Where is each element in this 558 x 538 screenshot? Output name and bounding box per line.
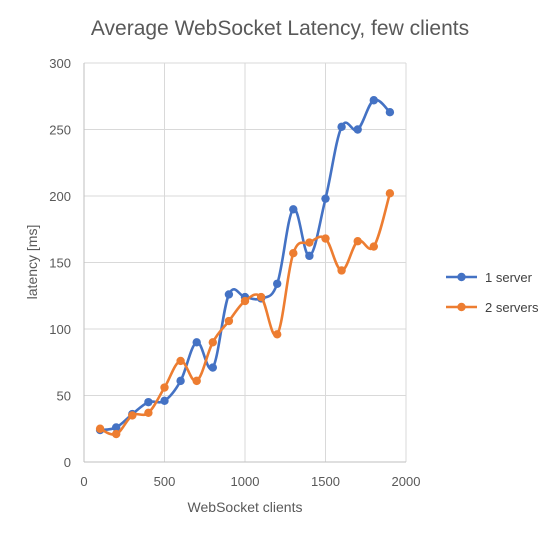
data-point-1-server [353,125,362,134]
legend-item-2-servers: 2 servers [446,300,539,315]
data-point-1-server [144,397,153,407]
legend-item-1-server: 1 server [446,270,533,285]
data-point-1-server [192,338,201,347]
y-axis-label: latency [ms] [24,225,40,300]
y-tick-label: 300 [49,56,71,71]
data-point-2-servers [112,429,121,439]
data-point-1-server [160,396,169,406]
x-tick-label: 0 [80,474,87,489]
x-tick-label: 500 [154,474,176,489]
data-point-2-servers [208,338,217,347]
data-point-2-servers [385,189,395,198]
y-tick-label: 150 [49,256,71,271]
chart-title: Average WebSocket Latency, few clients [91,17,469,40]
data-point-1-server [176,376,185,386]
data-point-1-server [224,290,234,299]
legend-label: 1 server [485,270,533,285]
y-tick-label: 100 [49,322,71,337]
data-point-2-servers [176,356,185,366]
legend-swatch-marker [457,302,466,312]
data-point-2-servers [224,316,234,326]
series-lines [95,96,395,439]
data-point-2-servers [305,238,314,247]
data-point-1-server [112,423,121,432]
data-point-1-server [305,251,314,261]
series-2-servers [95,189,395,439]
data-point-2-servers [289,248,298,258]
data-point-2-servers [192,376,201,386]
gridlines [83,62,407,463]
y-tick-label: 50 [57,389,71,404]
x-tick-label: 1500 [311,474,340,489]
data-point-2-servers [353,237,362,246]
tick-labels: 0 50 100 150 200 250 300 0 500 1000 1500 2000 [49,56,420,489]
axes [83,63,406,463]
data-point-2-servers [273,330,282,339]
data-point-1-server [385,108,395,117]
data-point-1-server [208,363,217,372]
legend: 1 server 2 servers [446,270,539,315]
data-point-1-server [321,194,330,203]
y-tick-label: 0 [64,455,71,470]
y-tick-label: 250 [49,123,71,138]
data-point-1-server [337,122,346,132]
data-point-2-servers [337,266,346,275]
legend-swatch-marker [457,272,466,282]
y-tick-label: 200 [49,189,71,204]
x-axis-label: WebSocket clients [188,499,303,515]
x-tick-label: 2000 [392,474,421,489]
data-point-1-server [369,96,378,105]
data-point-2-servers [128,411,137,420]
data-point-2-servers [321,234,330,243]
data-point-2-servers [256,292,266,302]
data-point-1-server [273,279,282,288]
data-point-2-servers [160,383,169,392]
data-point-2-servers [369,242,378,251]
x-tick-label: 1000 [231,474,260,489]
data-point-1-server [289,205,298,214]
data-point-2-servers [95,424,105,433]
data-point-2-servers [240,296,250,306]
data-point-2-servers [144,408,153,417]
legend-label: 2 servers [485,300,539,315]
